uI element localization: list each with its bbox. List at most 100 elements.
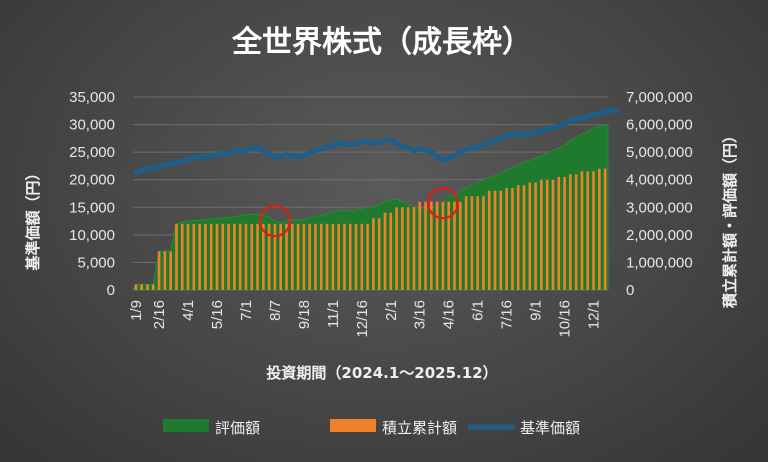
left-axis-ticks: 0 5,000 10,000 15,000 20,000 25,000 30,000 35,0… xyxy=(69,89,115,299)
right-tick-label: 4,000,000 xyxy=(626,172,693,189)
cumulative-bar xyxy=(430,201,433,290)
cumulative-bar xyxy=(215,223,219,290)
cumulative-bar xyxy=(395,207,398,290)
cumulative-bar xyxy=(505,187,508,290)
cumulative-bar xyxy=(366,223,369,290)
x-tick-label: 12/16 xyxy=(354,300,371,338)
cumulative-bar xyxy=(180,223,184,290)
right-tick-label: 7,000,000 xyxy=(626,89,693,106)
cumulative-bar xyxy=(250,223,254,290)
x-tick-label: 7/1 xyxy=(238,300,255,321)
highlight-circle xyxy=(258,204,292,238)
legend-label: 積立累計額 xyxy=(382,419,457,437)
nav-line-path xyxy=(133,107,620,176)
cumulative-bar xyxy=(522,185,526,290)
cumulative-bar xyxy=(163,251,167,290)
x-tick-label: 7/16 xyxy=(499,300,516,329)
cumulative-bar xyxy=(331,223,335,290)
cumulative-bar xyxy=(233,223,236,290)
cumulative-bar xyxy=(441,201,445,290)
x-tick-label: 3/16 xyxy=(412,300,429,329)
x-tick-label: 4/1 xyxy=(180,300,197,321)
cumulative-bar xyxy=(343,223,346,290)
right-tick-label: 0 xyxy=(626,282,634,299)
x-tick-label: 4/16 xyxy=(441,300,458,329)
cumulative-bar xyxy=(325,223,329,290)
cumulative-bar xyxy=(586,171,590,290)
right-tick-label: 3,000,000 xyxy=(626,199,693,216)
cumulative-bar xyxy=(319,223,323,290)
x-axis-ticks: 1/9 2/16 4/1 5/16 7/1 8/7 9/18 11/1 12/16 2/1 3/16… xyxy=(128,300,603,338)
cumulative-bar xyxy=(354,223,358,290)
x-tick-label: 1/9 xyxy=(128,300,145,321)
cumulative-bar xyxy=(227,223,230,290)
cumulative-bar xyxy=(348,223,352,290)
cumulative-bar xyxy=(157,251,161,290)
cumulative-bar xyxy=(256,223,259,290)
cumulative-bar xyxy=(238,223,242,290)
x-axis-label: 投資期間（2024.1～2025.12） xyxy=(266,364,497,382)
cumulative-bar xyxy=(493,190,497,290)
cumulative-bar xyxy=(499,190,503,290)
cumulative-bar xyxy=(603,168,607,290)
x-tick-label: 9/1 xyxy=(528,300,545,321)
cumulative-bar xyxy=(516,185,520,290)
left-tick-label: 10,000 xyxy=(69,227,115,244)
cumulative-bar xyxy=(372,218,375,290)
cumulative-bar xyxy=(314,223,317,290)
x-tick-label: 9/18 xyxy=(296,300,313,329)
cumulative-bar xyxy=(186,223,190,290)
cumulative-bar xyxy=(308,223,311,290)
x-tick-label: 11/1 xyxy=(325,300,342,328)
cumulative-bar xyxy=(424,201,427,290)
left-tick-label: 15,000 xyxy=(69,199,115,216)
cumulative-bar xyxy=(175,223,178,290)
right-axis-ticks: 0 1,000,000 2,000,000 3,000,000 4,000,000 5,0… xyxy=(626,89,693,299)
cumulative-bar xyxy=(551,179,555,290)
left-tick-label: 25,000 xyxy=(69,144,115,161)
cumulative-bar xyxy=(244,223,248,290)
cumulative-bar xyxy=(511,187,514,290)
x-tick-label: 12/1 xyxy=(586,300,603,329)
cumulative-bar xyxy=(140,284,143,290)
cumulative-bar xyxy=(169,251,172,290)
x-tick-label: 2/16 xyxy=(151,300,168,329)
x-tick-label: 2/1 xyxy=(383,300,400,321)
cumulative-bar xyxy=(545,179,549,290)
cumulative-bar xyxy=(383,212,387,290)
cumulative-bar xyxy=(337,223,340,290)
right-tick-label: 5,000,000 xyxy=(626,144,693,161)
cumulative-bars xyxy=(134,168,607,290)
legend-label: 基準価額 xyxy=(520,419,580,437)
cumulative-bar xyxy=(273,223,277,290)
cumulative-bar xyxy=(534,182,537,290)
highlight-circle xyxy=(426,187,460,220)
cumulative-bar xyxy=(447,201,451,290)
left-tick-label: 5,000 xyxy=(77,254,115,271)
cumulative-bar xyxy=(146,284,149,290)
cumulative-bar xyxy=(377,218,381,290)
cumulative-bar xyxy=(476,196,479,290)
left-tick-label: 30,000 xyxy=(69,117,115,134)
cumulative-bar xyxy=(540,179,543,290)
cumulative-bar xyxy=(360,223,364,290)
highlight-circles xyxy=(258,187,460,238)
cumulative-bar xyxy=(262,223,265,290)
x-tick-label: 6/1 xyxy=(470,300,487,321)
right-axis-label: 積立累計額・評価額（円） xyxy=(721,128,739,309)
cumulative-bar xyxy=(192,223,196,290)
cumulative-bar xyxy=(435,201,439,290)
chart-title: 全世界株式（成長枠） xyxy=(231,25,532,60)
left-tick-label: 0 xyxy=(107,282,115,299)
x-tick-label: 5/16 xyxy=(209,300,226,329)
cumulative-bar xyxy=(302,223,306,290)
right-tick-label: 2,000,000 xyxy=(626,227,693,244)
cumulative-bar xyxy=(563,176,566,290)
right-tick-label: 6,000,000 xyxy=(626,117,693,134)
cumulative-bar xyxy=(406,207,410,290)
cumulative-bar xyxy=(528,182,532,290)
right-tick-label: 1,000,000 xyxy=(626,254,693,271)
cumulative-bar xyxy=(291,223,294,290)
